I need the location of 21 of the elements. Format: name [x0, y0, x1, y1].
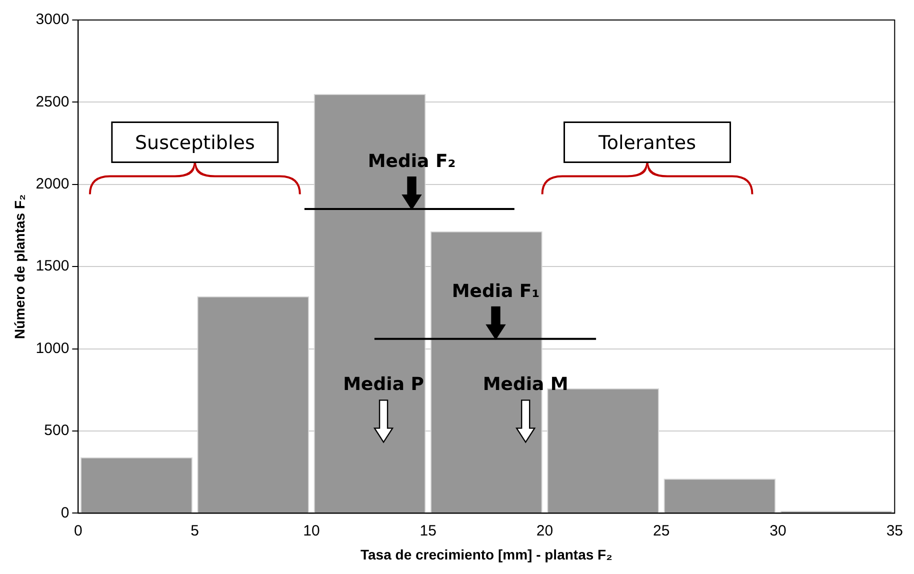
y-tick-label: 500 — [44, 422, 70, 440]
annotation: Tolerantes — [598, 132, 696, 154]
y-tick-label: 2500 — [36, 93, 70, 110]
x-tick-label: 10 — [303, 522, 320, 540]
y-tick-label: 1000 — [36, 340, 70, 357]
x-axis-title: Tasa de crecimiento [mm] - plantas F₂ — [360, 546, 612, 562]
annotation: Media P — [343, 374, 424, 396]
x-tick-label: 20 — [536, 522, 554, 540]
x-tick-label: 0 — [74, 522, 82, 540]
x-tick-label: 5 — [190, 522, 199, 540]
y-tick-label: 1500 — [36, 258, 70, 275]
y-tick-label: 0 — [60, 504, 70, 522]
annotation: Susceptibles — [134, 132, 255, 154]
y-axis-title: Número de plantas F₂ — [11, 194, 28, 339]
y-tick-label: 2000 — [36, 176, 70, 193]
x-tick-label: 15 — [420, 522, 436, 540]
y-tick-label: 3000 — [36, 11, 70, 28]
x-tick-label: 35 — [886, 522, 903, 540]
x-tick-label: 25 — [653, 522, 670, 540]
x-tick-label: 30 — [770, 522, 786, 540]
annotation: Media F₁ — [452, 280, 540, 302]
